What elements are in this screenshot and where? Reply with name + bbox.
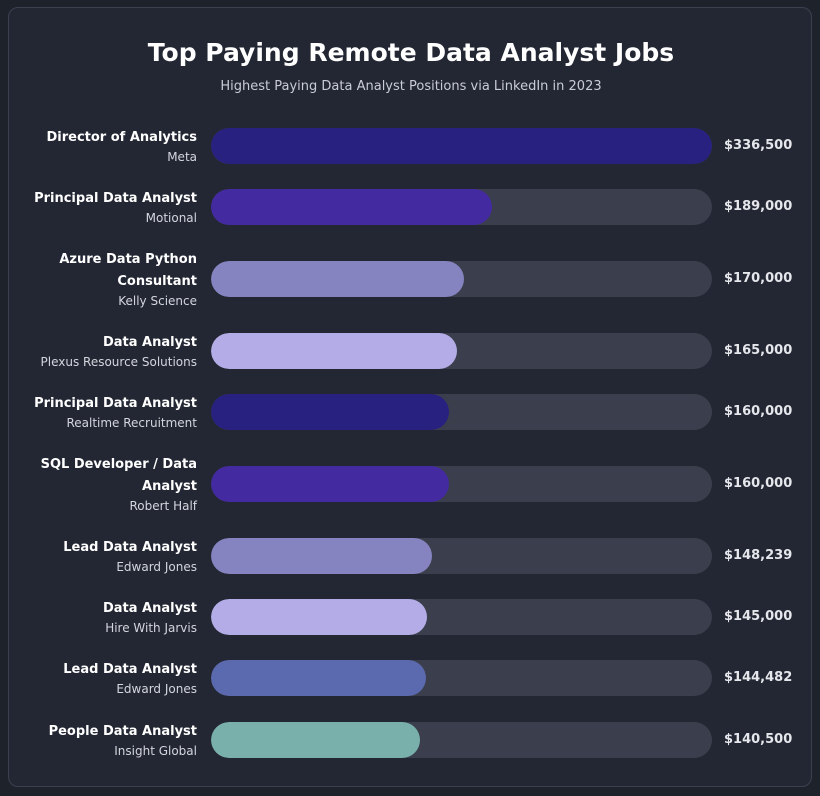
- category-label: Azure Data Python Consultant Kelly Scienc…: [19, 249, 197, 310]
- bar: [211, 189, 492, 225]
- bar-track: [211, 538, 712, 574]
- bar-track: [211, 394, 712, 430]
- job-title-label: Data Analyst: [102, 600, 197, 616]
- value-label: $189,000: [724, 199, 793, 214]
- job-title-label: Lead Data Analyst: [63, 661, 197, 677]
- bar: [211, 466, 449, 502]
- chart-title: Top Paying Remote Data Analyst Jobs: [147, 38, 675, 67]
- value-label: $160,000: [724, 476, 793, 491]
- company-label: Plexus Resource Solutions: [40, 354, 198, 369]
- bar: [211, 660, 426, 696]
- value-label: $140,500: [724, 732, 793, 747]
- company-label: Meta: [167, 149, 197, 164]
- chart-subtitle: Highest Paying Data Analyst Positions vi…: [220, 79, 602, 94]
- value-label: $145,000: [724, 609, 793, 624]
- category-label: Lead Data Analyst Edward Jones: [19, 537, 197, 576]
- job-title-label: Director of Analytics: [46, 129, 197, 145]
- value-label: $148,239: [724, 548, 793, 563]
- company-label: Kelly Science: [118, 293, 197, 308]
- category-label: Data Analyst Plexus Resource Solutions: [19, 332, 198, 371]
- company-label: Insight Global: [114, 743, 197, 758]
- category-label: SQL Developer / Data Analyst Robert Half: [19, 454, 197, 515]
- job-title-label: Azure Data Python Consultant: [59, 251, 197, 289]
- bar: [211, 599, 427, 635]
- company-label: Realtime Recruitment: [66, 415, 197, 430]
- bar-track: [211, 722, 712, 758]
- job-title-label: Data Analyst: [102, 334, 197, 350]
- category-label: Lead Data Analyst Edward Jones: [19, 659, 197, 698]
- company-label: Robert Half: [129, 498, 197, 513]
- company-label: Hire With Jarvis: [105, 620, 197, 635]
- job-title-label: Principal Data Analyst: [34, 395, 197, 411]
- job-title-label: SQL Developer / Data Analyst: [40, 456, 197, 494]
- bar: [211, 722, 420, 758]
- category-label: Director of Analytics Meta: [19, 127, 197, 166]
- value-label: $336,500: [724, 138, 793, 153]
- bar: [211, 261, 464, 297]
- category-label: Principal Data Analyst Motional: [19, 188, 197, 227]
- category-label: Data Analyst Hire With Jarvis: [19, 598, 197, 637]
- bar-track: [211, 189, 712, 225]
- value-label: $144,482: [724, 670, 793, 685]
- company-label: Edward Jones: [116, 681, 197, 696]
- value-label: $160,000: [724, 404, 793, 419]
- bar: [211, 394, 449, 430]
- category-label: People Data Analyst Insight Global: [19, 721, 197, 760]
- category-label: Principal Data Analyst Realtime Recruitme…: [19, 393, 197, 432]
- job-title-label: People Data Analyst: [48, 723, 197, 739]
- bar-track: [211, 660, 712, 696]
- bar-track: [211, 333, 712, 369]
- company-label: Edward Jones: [116, 559, 197, 574]
- chart-card: Top Paying Remote Data Analyst Jobs High…: [8, 7, 812, 787]
- company-label: Motional: [145, 210, 197, 225]
- value-label: $165,000: [724, 343, 793, 358]
- bar: [211, 538, 432, 574]
- bar-track: [211, 599, 712, 635]
- bar-track: [211, 128, 712, 164]
- job-title-label: Lead Data Analyst: [63, 539, 197, 555]
- job-title-label: Principal Data Analyst: [34, 190, 197, 206]
- value-label: $170,000: [724, 271, 793, 286]
- bar-track: [211, 261, 712, 297]
- bar: [211, 333, 457, 369]
- bar-track: [211, 466, 712, 502]
- bar: [211, 128, 712, 164]
